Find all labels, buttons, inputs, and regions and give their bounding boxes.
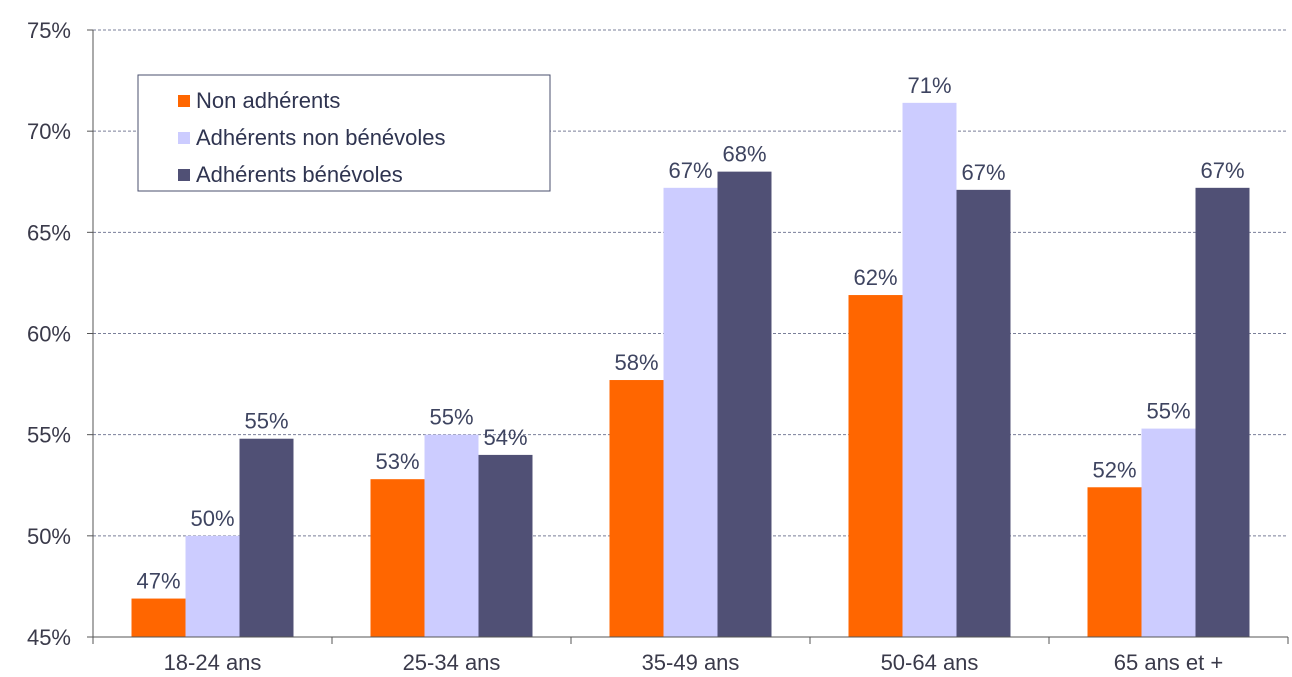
data-label: 67% xyxy=(1200,158,1244,183)
x-tick-label: 50-64 ans xyxy=(881,650,979,675)
bar xyxy=(424,434,479,637)
y-tick-label: 65% xyxy=(27,220,71,245)
bar xyxy=(717,171,772,637)
y-tick-label: 45% xyxy=(27,625,71,650)
data-label: 55% xyxy=(1146,399,1190,424)
data-label: 71% xyxy=(907,73,951,98)
legend-box xyxy=(137,74,551,192)
bar xyxy=(609,380,664,637)
bar xyxy=(1141,428,1196,637)
data-label: 53% xyxy=(375,449,419,474)
y-tick-label: 55% xyxy=(27,423,71,448)
bar xyxy=(663,187,718,637)
bar xyxy=(131,598,186,637)
legend-swatch xyxy=(178,132,190,144)
data-label: 50% xyxy=(190,506,234,531)
legend: Non adhérents Adhérents non bénévoles Adhé… xyxy=(137,74,551,192)
data-label: 67% xyxy=(961,160,1005,185)
data-label: 58% xyxy=(614,350,658,375)
y-tick-label: 60% xyxy=(27,322,71,347)
data-label: 62% xyxy=(853,265,897,290)
x-tick-label: 25-34 ans xyxy=(403,650,501,675)
y-tick-label: 70% xyxy=(27,119,71,144)
y-tick-label: 75% xyxy=(27,18,71,43)
data-label: 55% xyxy=(244,409,288,434)
bar xyxy=(370,479,425,637)
axes xyxy=(87,29,1289,644)
data-labels: 47% 53% 58% 62% 52% 50% 55% 67% 71% 55% 55% 54% 68% 6… xyxy=(136,73,1244,594)
bar xyxy=(1195,187,1250,637)
legend-label: Adhérents non bénévoles xyxy=(196,125,446,150)
y-tick-label: 50% xyxy=(27,524,71,549)
legend-swatch xyxy=(178,95,190,107)
bar xyxy=(956,189,1011,638)
data-label: 55% xyxy=(429,405,473,430)
x-axis-tick-labels: 18-24 ans 25-34 ans 35-49 ans 50-64 ans 65 a… xyxy=(164,650,1224,675)
x-tick-label: 65 ans et + xyxy=(1114,650,1223,675)
bar xyxy=(1087,487,1142,637)
bar xyxy=(185,535,240,637)
bar xyxy=(239,438,294,637)
legend-swatch xyxy=(178,169,190,181)
x-tick-label: 35-49 ans xyxy=(642,650,740,675)
legend-label: Non adhérents xyxy=(196,88,340,113)
data-label: 54% xyxy=(483,425,527,450)
y-axis-tick-labels: 45% 50% 55% 60% 65% 70% 75% xyxy=(27,18,71,650)
data-label: 52% xyxy=(1092,457,1136,482)
bar xyxy=(848,295,903,637)
data-label: 68% xyxy=(722,142,766,167)
data-label: 47% xyxy=(136,569,180,594)
x-tick-label: 18-24 ans xyxy=(164,650,262,675)
bar xyxy=(478,454,533,637)
legend-label: Adhérents bénévoles xyxy=(196,162,403,187)
bar xyxy=(902,102,957,638)
data-label: 67% xyxy=(668,158,712,183)
bars xyxy=(131,102,1250,638)
